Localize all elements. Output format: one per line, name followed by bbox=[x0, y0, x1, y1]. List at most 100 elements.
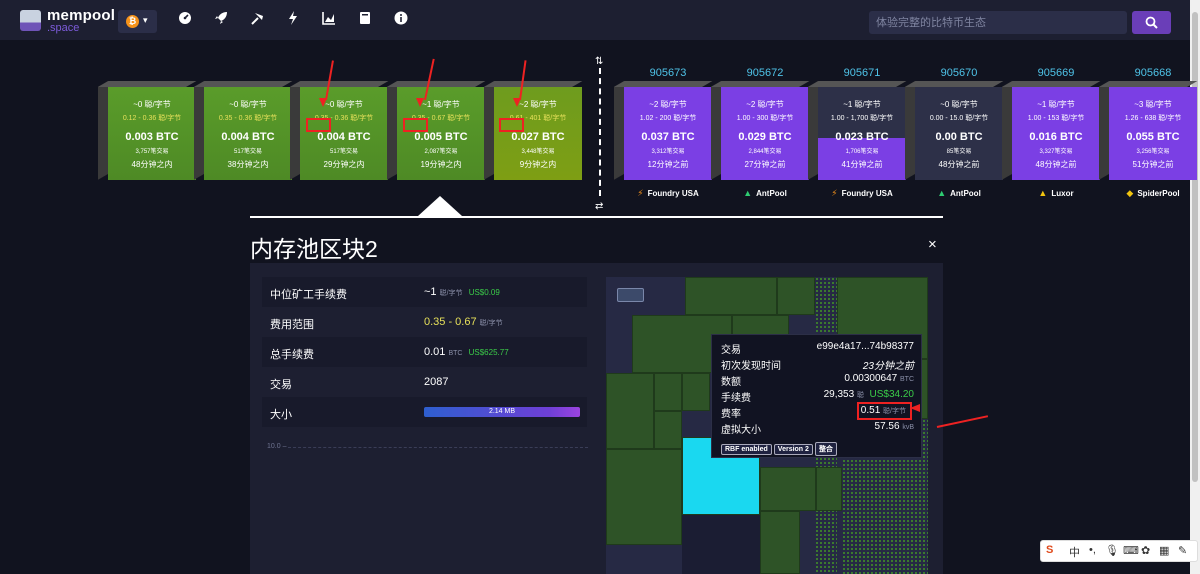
block-total-btc: 0.005 BTC bbox=[414, 131, 468, 143]
block-height-link[interactable]: 905670 bbox=[940, 67, 978, 79]
block-eta: 9分钟之内 bbox=[519, 160, 557, 169]
block-face: ~0 聪/字节 0.35 - 0.36 聪/字节 0.004 BTC 517笔交易 29… bbox=[300, 87, 388, 180]
bitcoin-icon: ₿ bbox=[126, 15, 139, 28]
fee-range-label: 费用范围 bbox=[270, 319, 314, 331]
treemap-tx[interactable] bbox=[777, 277, 815, 315]
tooltip-fee-unit: 聪 bbox=[856, 392, 864, 399]
toolbox-icon[interactable]: ▦ bbox=[1159, 545, 1170, 557]
annotation-arrow-head bbox=[910, 404, 920, 412]
mined-block[interactable]: ~1 聪/字节 1.00 - 153 聪/字节 0.016 BTC 3,327笔交易 4… bbox=[1002, 81, 1101, 180]
block-median-fee: ~0 聪/字节 bbox=[940, 100, 978, 109]
mining-pool-link[interactable]: ▲ AntPool bbox=[909, 188, 1009, 198]
treemap-tx[interactable] bbox=[606, 449, 682, 545]
search-button[interactable] bbox=[1132, 11, 1171, 34]
close-icon[interactable]: × bbox=[928, 236, 937, 253]
mining-pool-link[interactable]: ⚡ Foundry USA bbox=[618, 188, 718, 199]
page-scrollbar[interactable] bbox=[1190, 0, 1200, 574]
pool-logo-icon: ⚡ bbox=[637, 188, 644, 198]
dashboard-icon[interactable] bbox=[177, 11, 193, 27]
lightning-icon[interactable] bbox=[285, 11, 301, 27]
median-fee-row: 中位矿工手续费 ~1 聪/字节 US$0.09 bbox=[262, 277, 587, 307]
mining-pool-link[interactable]: ◆ SpiderPool bbox=[1103, 188, 1200, 199]
tooltip-fee-label: 手续费 bbox=[721, 393, 751, 404]
block-face: ~1 聪/字节 1.00 - 153 聪/字节 0.016 BTC 3,327笔交易 4… bbox=[1012, 87, 1100, 180]
block-side bbox=[290, 81, 300, 180]
rbf-tag: RBF enabled bbox=[721, 444, 772, 455]
mining-pool-link[interactable]: ▲ Luxor bbox=[1006, 188, 1106, 198]
treemap-tx[interactable] bbox=[606, 373, 654, 449]
block-side bbox=[98, 81, 108, 180]
mining-pool-link[interactable]: ⚡ Foundry USA bbox=[812, 188, 912, 199]
mempool-block[interactable]: ~0 聪/字节 0.12 - 0.36 聪/字节 0.003 BTC 3,757笔交易… bbox=[98, 81, 197, 180]
treemap-tx[interactable] bbox=[685, 277, 777, 315]
mempool-block[interactable]: ~0 聪/字节 0.35 - 0.36 聪/字节 0.004 BTC 517笔交易 29… bbox=[290, 81, 389, 180]
about-icon[interactable] bbox=[393, 11, 409, 27]
mempool-block[interactable]: ~0 聪/字节 0.35 - 0.36 聪/字节 0.004 BTC 517笔交易 38… bbox=[194, 81, 293, 180]
block-side bbox=[614, 81, 624, 180]
block-height-link[interactable]: 905669 bbox=[1037, 67, 1075, 79]
ime-toolbar[interactable]: S 中 •, 🎙 ⌨ ✿ ▦ ✎ bbox=[1040, 540, 1198, 562]
rocket-icon[interactable] bbox=[213, 11, 229, 27]
sogou-icon[interactable]: S bbox=[1046, 544, 1054, 556]
annotation-box bbox=[499, 118, 524, 132]
annotation-box bbox=[306, 118, 331, 132]
block-fee-range: 0.61 - 401 聪/字节 bbox=[509, 115, 567, 122]
ime-mode-button[interactable]: 中 bbox=[1069, 547, 1080, 559]
search-input[interactable] bbox=[869, 11, 1127, 34]
skin-icon[interactable]: ✿ bbox=[1141, 545, 1151, 557]
ime-brand-icon[interactable]: ✎ bbox=[1178, 545, 1188, 557]
tooltip-txid-link[interactable]: e99e4a17...74b98377 bbox=[816, 341, 914, 352]
block-fee-range: 1.00 - 153 聪/字节 bbox=[1027, 115, 1085, 122]
block-median-fee: ~0 聪/字节 bbox=[133, 100, 171, 109]
sort-arrows-icon[interactable]: ⇅ bbox=[595, 56, 604, 67]
treemap-tx[interactable] bbox=[816, 467, 842, 511]
block-fee-range: 0.35 - 0.36 聪/字节 bbox=[314, 115, 374, 122]
block-face: ~2 聪/字节 0.61 - 401 聪/字节 0.027 BTC 3,448笔交易 9… bbox=[494, 87, 582, 180]
mempool-logo[interactable]: mempool .space bbox=[20, 7, 115, 34]
tooltip-tags: RBF enabled Version 2 整合 bbox=[721, 442, 839, 456]
block-height-link[interactable]: 905668 bbox=[1134, 67, 1172, 79]
mining-icon[interactable] bbox=[249, 11, 265, 27]
mined-block[interactable]: ~1 聪/字节 1.00 - 1,700 聪/字节 0.023 BTC 1,706笔交… bbox=[808, 81, 907, 180]
goggles-icon[interactable] bbox=[617, 288, 644, 302]
block-age: 12分钟之前 bbox=[647, 160, 689, 169]
treemap-tx[interactable] bbox=[682, 373, 710, 411]
mined-block[interactable]: ~2 聪/字节 1.02 - 200 聪/字节 0.037 BTC 3,312笔交易 1… bbox=[614, 81, 713, 180]
scrollbar-thumb[interactable] bbox=[1192, 12, 1198, 482]
block-median-fee: ~3 聪/字节 bbox=[1134, 100, 1172, 109]
network-selector-button[interactable]: ₿ ▾ bbox=[118, 10, 157, 33]
block-tx-count: 85笔交易 bbox=[946, 149, 972, 155]
microphone-icon[interactable]: 🎙 bbox=[1105, 545, 1119, 557]
mined-block[interactable]: ~3 聪/字节 1.26 - 638 聪/字节 0.055 BTC 3,256笔交易 5… bbox=[1099, 81, 1198, 180]
treemap-tx[interactable] bbox=[760, 511, 800, 574]
block-eta: 48分钟之内 bbox=[131, 160, 173, 169]
tooltip-rate-number: 0.51 bbox=[860, 405, 881, 416]
pool-name: Foundry USA bbox=[841, 189, 893, 198]
tooltip-first-seen-row: 初次发现时间 23分钟之前 bbox=[721, 357, 914, 372]
treemap-tx[interactable] bbox=[654, 411, 682, 449]
block-total-btc: 0.003 BTC bbox=[125, 131, 179, 143]
mempool-block[interactable]: ~2 聪/字节 0.61 - 401 聪/字节 0.027 BTC 3,448笔交易 9… bbox=[484, 81, 583, 180]
pool-logo-icon: ▲ bbox=[743, 188, 753, 198]
tooltip-rate-unit: 聪/字节 bbox=[883, 408, 906, 415]
swap-arrows-icon[interactable]: ⇄ bbox=[595, 201, 604, 212]
tx-count-value: 2087 bbox=[424, 376, 449, 388]
block-height-link[interactable]: 905671 bbox=[843, 67, 881, 79]
caret-down-icon: ▾ bbox=[143, 15, 148, 25]
mempool-block[interactable]: ~1 聪/字节 0.35 - 0.67 聪/字节 0.005 BTC 2,087笔交易… bbox=[387, 81, 486, 180]
treemap-tx[interactable] bbox=[654, 373, 682, 411]
mining-pool-link[interactable]: ▲ AntPool bbox=[715, 188, 815, 198]
punctuation-icon[interactable]: •, bbox=[1089, 544, 1096, 556]
docs-icon[interactable] bbox=[357, 11, 373, 27]
mined-block[interactable]: ~0 聪/字节 0.00 - 15.0 聪/字节 0.00 BTC 85笔交易 48分钟… bbox=[905, 81, 1004, 180]
treemap-tx[interactable] bbox=[760, 467, 816, 511]
block-height-link[interactable]: 905672 bbox=[746, 67, 784, 79]
graphs-icon[interactable] bbox=[321, 11, 337, 27]
keyboard-icon[interactable]: ⌨ bbox=[1123, 545, 1139, 557]
consolidation-tag: 整合 bbox=[814, 442, 837, 456]
block-height-link[interactable]: 905673 bbox=[649, 67, 687, 79]
mined-block[interactable]: ~2 聪/字节 1.00 - 300 聪/字节 0.029 BTC 2,844笔交易 2… bbox=[711, 81, 810, 180]
block-face: ~3 聪/字节 1.26 - 638 聪/字节 0.055 BTC 3,256笔交易 5… bbox=[1109, 87, 1197, 180]
block-side bbox=[1002, 81, 1012, 180]
block-face: ~0 聪/字节 0.12 - 0.36 聪/字节 0.003 BTC 3,757笔交易… bbox=[108, 87, 196, 180]
